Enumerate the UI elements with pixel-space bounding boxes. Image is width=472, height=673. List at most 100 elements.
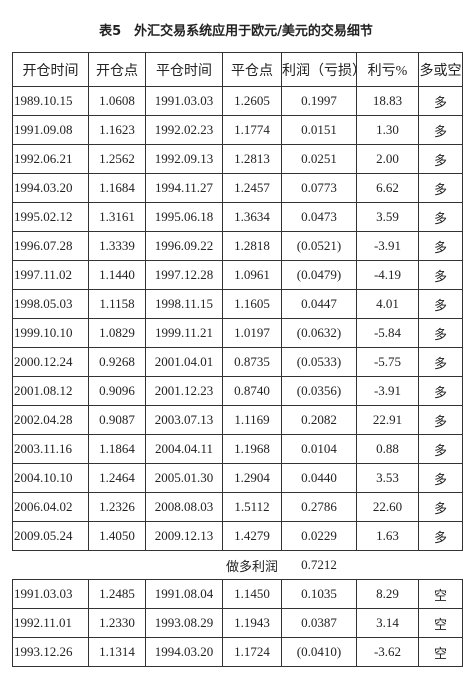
table-cell: 0.0251 bbox=[281, 144, 357, 174]
table-cell: 1991.08.04 bbox=[145, 579, 223, 609]
table-cell: 1.1605 bbox=[222, 289, 282, 319]
table-row: 2001.08.12 0.9096 2001.12.23 0.8740 (0.0356)… bbox=[12, 376, 463, 406]
table-cell: 1991.03.03 bbox=[145, 86, 223, 116]
table-cell: 多 bbox=[418, 376, 463, 406]
table-cell: 多 bbox=[418, 434, 463, 464]
table-cell: 2001.12.23 bbox=[145, 376, 223, 406]
table-cell: 1.1623 bbox=[88, 115, 146, 145]
table-cell: (0.0356) bbox=[281, 376, 357, 406]
table-cell: 1.1450 bbox=[222, 579, 282, 609]
table-cell: 0.9087 bbox=[88, 405, 146, 435]
table-cell: 2002.04.28 bbox=[12, 405, 89, 435]
summary-row: 做多利润 0.7212 bbox=[12, 550, 463, 580]
summary-value: 0.7212 bbox=[281, 550, 357, 580]
table-cell: 1.1724 bbox=[222, 637, 282, 667]
table-cell: 1.0608 bbox=[88, 86, 146, 116]
table-cell: 1997.11.02 bbox=[12, 260, 89, 290]
summary-spacer bbox=[12, 550, 223, 580]
table-cell: -5.75 bbox=[356, 347, 419, 377]
table-cell: 1.4050 bbox=[88, 521, 146, 551]
table-cell: -3.62 bbox=[356, 637, 419, 667]
table-cell: 2006.04.02 bbox=[12, 492, 89, 522]
table-cell: 0.9268 bbox=[88, 347, 146, 377]
table-cell: 1.2464 bbox=[88, 463, 146, 493]
table-cell: 1991.03.03 bbox=[12, 579, 89, 609]
table-cell: 1.1440 bbox=[88, 260, 146, 290]
table-cell: (0.0632) bbox=[281, 318, 357, 348]
table-cell: 1996.07.28 bbox=[12, 231, 89, 261]
table-cell: (0.0533) bbox=[281, 347, 357, 377]
table-cell: 1993.12.26 bbox=[12, 637, 89, 667]
table-cell: 2003.07.13 bbox=[145, 405, 223, 435]
table-row: 2006.04.02 1.2326 2008.08.03 1.5112 0.2786 22… bbox=[12, 492, 463, 522]
table-cell: 1.30 bbox=[356, 115, 419, 145]
table-cell: 1999.11.21 bbox=[145, 318, 223, 348]
table-cell: 1.2818 bbox=[222, 231, 282, 261]
table-cell: 22.91 bbox=[356, 405, 419, 435]
table-cell: 1.5112 bbox=[222, 492, 282, 522]
table-cell: (0.0410) bbox=[281, 637, 357, 667]
table-cell: 0.8740 bbox=[222, 376, 282, 406]
table-cell: 1.1314 bbox=[88, 637, 146, 667]
table-cell: 1995.02.12 bbox=[12, 202, 89, 232]
table-cell: 多 bbox=[418, 492, 463, 522]
table-cell: 2004.04.11 bbox=[145, 434, 223, 464]
table-cell: 多 bbox=[418, 405, 463, 435]
table-cell: 2003.11.16 bbox=[12, 434, 89, 464]
table-cell: 多 bbox=[418, 463, 463, 493]
table-cell: 多 bbox=[418, 144, 463, 174]
table-cell: 2009.05.24 bbox=[12, 521, 89, 551]
table-row: 1998.05.03 1.1158 1998.11.15 1.1605 0.0447 4.… bbox=[12, 289, 463, 319]
table-cell: 1.3339 bbox=[88, 231, 146, 261]
table-cell: 1.2562 bbox=[88, 144, 146, 174]
table-cell: 1998.11.15 bbox=[145, 289, 223, 319]
table-row: 1989.10.15 1.0608 1991.03.03 1.2605 0.1997 18… bbox=[12, 86, 463, 116]
table-cell: 1.2813 bbox=[222, 144, 282, 174]
table-body: 1989.10.15 1.0608 1991.03.03 1.2605 0.1997 18… bbox=[12, 86, 463, 667]
table-cell: 1.1158 bbox=[88, 289, 146, 319]
table-row: 1993.12.26 1.1314 1994.03.20 1.1724 (0.0410)… bbox=[12, 637, 463, 667]
table-cell: 1992.11.01 bbox=[12, 608, 89, 638]
table-cell: -4.19 bbox=[356, 260, 419, 290]
table-cell: 1992.09.13 bbox=[145, 144, 223, 174]
table-cell: 1.1864 bbox=[88, 434, 146, 464]
table-cell: 2005.01.30 bbox=[145, 463, 223, 493]
table-cell: 2004.10.10 bbox=[12, 463, 89, 493]
table-cell: 多 bbox=[418, 231, 463, 261]
table-cell: 1.2485 bbox=[88, 579, 146, 609]
table-cell: 1989.10.15 bbox=[12, 86, 89, 116]
table-cell: 0.0229 bbox=[281, 521, 357, 551]
table-cell: 0.0473 bbox=[281, 202, 357, 232]
table-cell: 3.53 bbox=[356, 463, 419, 493]
table-cell: 1995.06.18 bbox=[145, 202, 223, 232]
table-cell: 1.2605 bbox=[222, 86, 282, 116]
table-cell: 1.2457 bbox=[222, 173, 282, 203]
table-row: 2002.04.28 0.9087 2003.07.13 1.1169 0.2082 22… bbox=[12, 405, 463, 435]
header-cell: 多或空 bbox=[418, 52, 463, 87]
table-cell: 空 bbox=[418, 637, 463, 667]
table-row: 1994.03.20 1.1684 1994.11.27 1.2457 0.0773 6.… bbox=[12, 173, 463, 203]
table-cell: 0.88 bbox=[356, 434, 419, 464]
table-cell: 0.0104 bbox=[281, 434, 357, 464]
table-cell: 空 bbox=[418, 608, 463, 638]
table-cell: 1.63 bbox=[356, 521, 419, 551]
table-row: 2003.11.16 1.1864 2004.04.11 1.1968 0.0104 0.… bbox=[12, 434, 463, 464]
header-cell: 平仓时间 bbox=[145, 52, 223, 87]
table-cell: 2008.08.03 bbox=[145, 492, 223, 522]
table-cell: 1.1169 bbox=[222, 405, 282, 435]
table-cell: 6.62 bbox=[356, 173, 419, 203]
table-cell: 1.0829 bbox=[88, 318, 146, 348]
table-cell: 2001.04.01 bbox=[145, 347, 223, 377]
table-cell: 0.9096 bbox=[88, 376, 146, 406]
table-cell: 1994.03.20 bbox=[12, 173, 89, 203]
table-cell: 1998.05.03 bbox=[12, 289, 89, 319]
table-cell: 1.1774 bbox=[222, 115, 282, 145]
header-cell: 利亏% bbox=[356, 52, 419, 87]
table-cell: 0.2082 bbox=[281, 405, 357, 435]
header-cell: 开仓点 bbox=[88, 52, 146, 87]
table-row: 2004.10.10 1.2464 2005.01.30 1.2904 0.0440 3.… bbox=[12, 463, 463, 493]
table-cell: 2009.12.13 bbox=[145, 521, 223, 551]
table-cell: (0.0479) bbox=[281, 260, 357, 290]
table-cell: 8.29 bbox=[356, 579, 419, 609]
